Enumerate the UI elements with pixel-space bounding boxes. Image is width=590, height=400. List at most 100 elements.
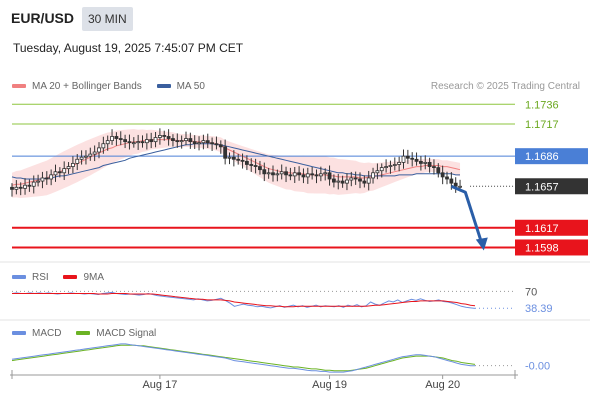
candle-body [345,179,349,184]
candle-body [397,161,402,165]
macd-signal-swatch [76,331,91,336]
candle-body [97,147,101,153]
candle-body [453,182,458,187]
candle-body [279,171,284,175]
current-price-tag [515,178,588,195]
candle-body [244,160,249,165]
macd-current-label: -0.00 [525,361,550,373]
candle-body [275,173,280,176]
candle-body [188,138,193,143]
legend-rsi-label: RSI [32,272,49,283]
candle-body [253,165,258,167]
candle-body [327,172,332,180]
candle-body [123,139,127,143]
legend-macd-label: MACD [32,328,62,339]
candle-body [436,167,441,174]
forecast-arrow-shaft [450,184,484,244]
candle-body [44,177,49,180]
candle-body [262,169,267,175]
candles-group [10,128,462,197]
candle-body [418,160,423,164]
candle-body [92,151,97,155]
candle-body [358,178,362,182]
candle-body [140,141,145,144]
timeframe-badge[interactable]: 30 MIN [82,7,133,31]
macd-line [11,343,475,373]
candle-body [71,163,75,167]
candle-body [414,158,419,162]
candle-body [375,170,380,174]
candle-body [144,139,149,144]
candle-body [218,144,223,148]
macd-signal-line [11,344,476,372]
candle-body [318,173,323,177]
candle-body [427,161,432,167]
candle-body [205,140,210,144]
candle-body [192,141,197,145]
legend-macd-signal: MACD Signal [76,328,156,339]
candle-body [371,172,375,179]
candle-body [288,174,293,177]
candle-body [197,142,201,145]
ma50-swatch [156,84,171,89]
level-tag-1.1617 [515,219,588,236]
macd-legend: MACD MACD Signal [12,328,168,339]
candle-body [101,143,106,149]
candle-body [392,164,397,166]
candle-body [349,177,354,181]
candle-body [66,166,71,170]
chart-header: EUR/USD 30 MIN [0,0,590,34]
candle-body [153,137,158,143]
candle-body [53,171,58,176]
candle-body [310,173,315,176]
candle-body [136,141,141,144]
candle-body [331,178,336,183]
level-tag-1.1686 [515,148,588,165]
symbol-title: EUR/USD [11,10,75,26]
rsi-current-label: 38.39 [525,303,553,315]
ma50-line [11,143,460,180]
candle-body [131,142,136,145]
legend-rsi: RSI [12,272,49,283]
candle-body [201,140,206,144]
ma20-line [11,139,461,186]
level-label-1.1686: 1.1686 [525,151,559,163]
candle-body [292,172,297,177]
candle-body [336,180,341,183]
candle-body [166,136,171,139]
ma20-swatch [12,84,26,89]
candle-body [449,178,454,184]
candle-body [410,157,415,160]
candle-body [353,177,358,180]
candle-body [118,138,123,140]
candle-body [88,153,93,157]
candle-body [31,181,36,187]
x-tick-label-Aug 17: Aug 17 [142,379,177,391]
candle-body [27,184,32,187]
credit-text: Research © 2025 Trading Central [430,81,580,92]
candle-body [179,140,184,143]
legend-ma50: MA 50 [156,81,205,92]
candle-body [175,140,180,143]
candle-body [10,186,14,190]
level-tag-1.1598 [515,239,588,256]
candle-body [184,138,188,142]
rsi-ma-swatch [63,275,78,280]
candle-body [314,174,319,177]
rsi-tick-70: 70 [525,286,537,298]
candle-body [445,176,449,180]
candle-body [127,141,132,144]
candle-body [162,135,167,137]
candle-body [458,185,462,188]
candle-body [440,172,445,178]
rsi-ma-line [12,293,476,308]
candle-body [110,136,114,142]
macd-swatch [12,331,26,336]
candle-body [384,166,389,168]
rsi-line [11,291,476,309]
rsi-legend: RSI 9MA [12,272,116,283]
candle-body [236,158,241,161]
candle-body [149,139,154,143]
